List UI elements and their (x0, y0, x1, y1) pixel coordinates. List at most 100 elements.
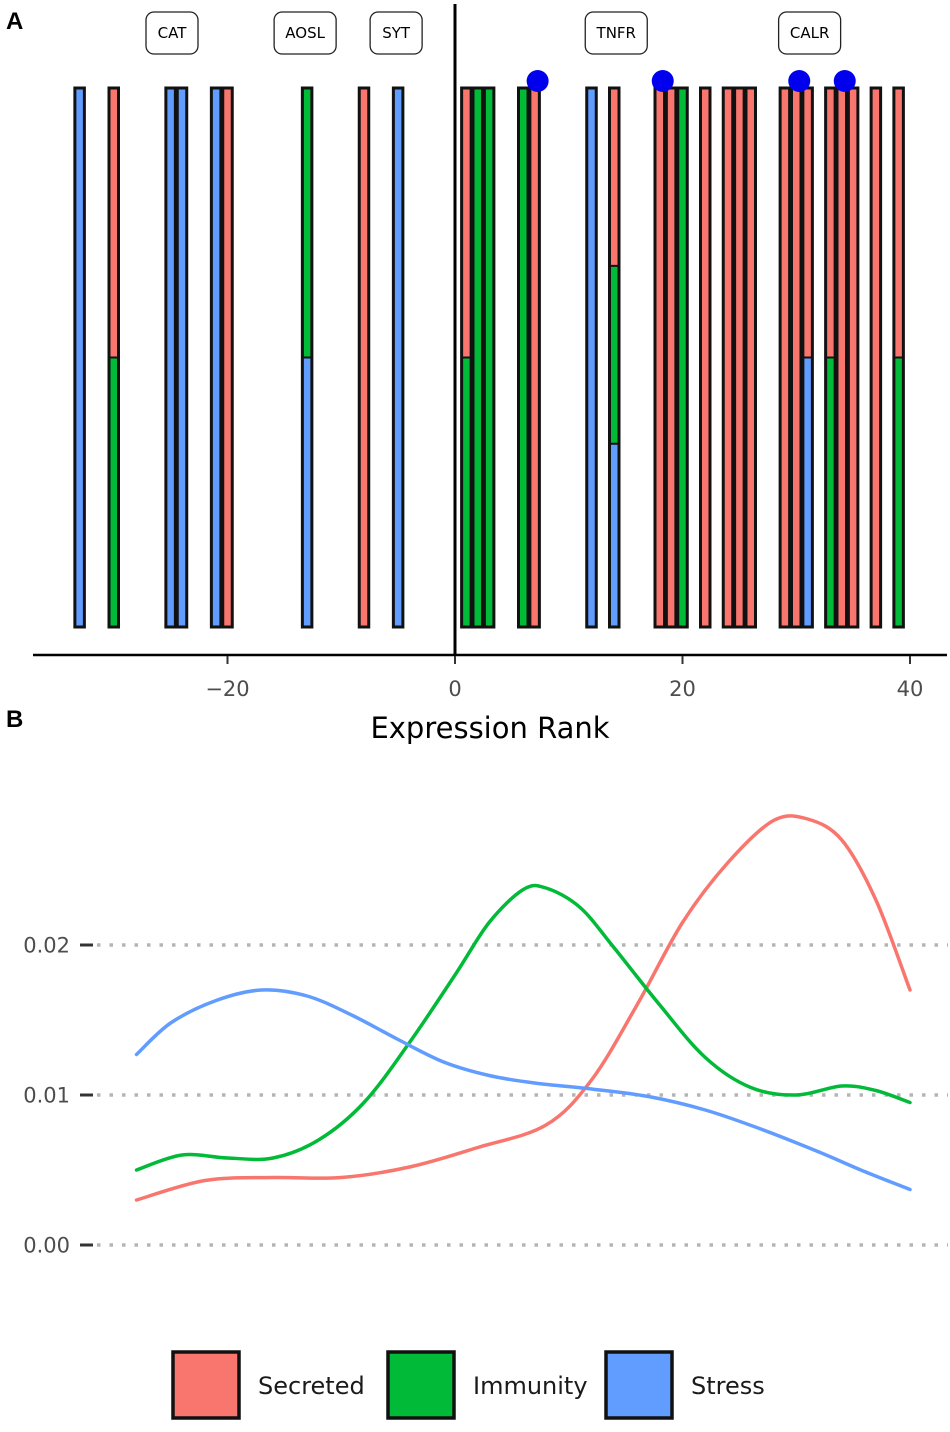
bar-outline (357, 86, 371, 629)
panel-b-density-chart: 0.00 0.01 0.02 Secreted Immunity Stress (23, 814, 948, 1420)
bar-outline (733, 86, 746, 629)
y-axis-ticks: 0.00 0.01 0.02 (23, 934, 93, 1258)
legend-key (171, 1350, 241, 1420)
bar-x22 (699, 86, 712, 629)
bar-x30 (790, 86, 803, 629)
bar-segment-secreted (666, 88, 676, 627)
marker-point (833, 70, 856, 92)
bar-outline (721, 86, 735, 629)
bar-x-30 (107, 86, 120, 629)
gene-label-text: TNFR (596, 24, 636, 42)
bar-outline (778, 86, 792, 629)
bar-x31 (801, 86, 814, 629)
bar-x34 (835, 86, 848, 629)
marker-point (788, 70, 811, 92)
bar-outline (676, 86, 689, 629)
y-tick-label: 0.00 (23, 1234, 70, 1258)
bar-segment-secreted (802, 88, 813, 358)
bar-x2 (471, 86, 484, 629)
x-tick-label: −20 (205, 677, 249, 701)
panel-b-label: B (6, 706, 23, 733)
bar-x35 (846, 86, 860, 629)
bar-x24 (721, 86, 735, 629)
bar-outline (221, 86, 234, 629)
bar-segment-stress (586, 88, 597, 627)
bar-segment-secreted (609, 88, 619, 266)
bar-x7 (528, 86, 541, 629)
bar-segment-secreted (222, 88, 233, 627)
bar-x18 (653, 86, 666, 629)
marker-point (526, 70, 549, 92)
bar-segment-secreted (848, 88, 858, 627)
x-tick-label: 20 (669, 677, 696, 701)
bar-segment-stress (802, 357, 813, 627)
gene-label-box (273, 11, 337, 55)
bar-segment-secreted (893, 88, 904, 358)
bar-outline (471, 86, 484, 629)
bar-segment-immunity (109, 357, 119, 627)
bar-segment-stress (609, 443, 619, 627)
gene-labels: CAT AOSL SYT TNFR CALR (145, 11, 842, 55)
bar-outline (699, 86, 712, 629)
gene-label-box (777, 11, 842, 55)
bar-segment-secreted (655, 88, 665, 627)
bar-outline (391, 86, 405, 629)
gene-label-calr: CALR (777, 11, 842, 55)
bar-outline (585, 86, 598, 629)
series-line-secreted (134, 814, 912, 1202)
bar-outline (209, 86, 223, 629)
bar-outline (164, 86, 177, 629)
legend-key (386, 1350, 456, 1420)
bar-segment-immunity (609, 265, 619, 444)
gene-label-text: CALR (790, 24, 830, 42)
bar-x-25 (164, 86, 177, 629)
bar-x29 (778, 86, 792, 629)
bar-x-24 (175, 86, 189, 629)
bar-x-13 (300, 86, 314, 629)
bar-segment-immunity (302, 88, 312, 358)
bar-segment-secreted (723, 88, 733, 627)
bar-x37 (869, 86, 883, 629)
gene-label-syt: SYT (369, 11, 423, 55)
bar-segment-secreted (529, 88, 540, 627)
bar-x-20 (221, 86, 234, 629)
bar-x-5 (391, 86, 405, 629)
legend-key (604, 1350, 674, 1420)
legend: Secreted Immunity Stress (171, 1350, 765, 1420)
bar-x-33 (73, 86, 86, 629)
x-tick-label: 40 (897, 677, 924, 701)
bar-segment-secreted (109, 88, 119, 358)
bar-x14 (608, 86, 621, 629)
bars (73, 86, 905, 629)
gene-label-text: CAT (158, 24, 188, 42)
bar-x12 (585, 86, 598, 629)
bar-segment-immunity (825, 357, 836, 627)
series-line-immunity (134, 883, 912, 1172)
marker-point (651, 70, 674, 92)
bar-segment-secreted (700, 88, 710, 627)
legend-label: Immunity (473, 1372, 588, 1400)
bar-x33 (824, 86, 837, 629)
bar-segment-immunity (484, 88, 494, 627)
density-lines (134, 814, 912, 1202)
bar-outline (869, 86, 883, 629)
bar-outline (744, 86, 757, 629)
x-axis-title: Expression Rank (370, 711, 609, 745)
gene-label-box (145, 11, 199, 55)
bar-x20 (676, 86, 689, 629)
bar-segment-secreted (837, 88, 847, 627)
markers (526, 70, 856, 92)
bar-outline (608, 86, 621, 629)
x-axis-ticks: −20 0 20 40 (205, 656, 923, 701)
gridlines (97, 943, 948, 1247)
y-tick-label: 0.02 (23, 934, 70, 958)
bar-outline (175, 86, 189, 629)
bar-segment-secreted (780, 88, 790, 627)
bar-segment-immunity (677, 88, 688, 627)
bar-segment-stress (177, 88, 187, 627)
gene-label-box (369, 11, 423, 55)
bar-segment-secreted (791, 88, 801, 627)
gene-label-aosl: AOSL (273, 11, 337, 55)
gene-label-box (584, 11, 648, 55)
panel-a-label: A (6, 8, 23, 35)
